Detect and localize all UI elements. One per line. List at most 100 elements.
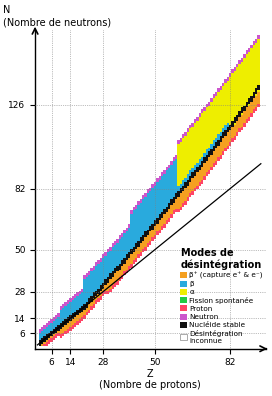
Bar (206, 157, 208, 159)
Bar (189, 128, 191, 130)
Bar (208, 161, 210, 163)
Bar (182, 163, 184, 165)
Bar (217, 94, 220, 96)
Bar (140, 212, 142, 214)
Bar (140, 214, 142, 216)
Bar (184, 193, 187, 195)
Bar (215, 132, 217, 134)
Bar (175, 157, 177, 159)
Bar (246, 58, 248, 60)
Bar (187, 188, 189, 189)
Bar (123, 268, 126, 270)
Bar (163, 176, 166, 178)
Bar (60, 315, 62, 317)
Bar (126, 254, 128, 256)
Bar (234, 96, 236, 98)
Bar (163, 207, 166, 209)
Bar (248, 113, 250, 115)
Bar (149, 239, 152, 241)
Bar (189, 142, 191, 144)
Bar (187, 197, 189, 199)
Bar (83, 312, 86, 314)
Bar (97, 294, 100, 296)
Bar (161, 226, 163, 228)
Bar (248, 62, 250, 64)
Bar (187, 157, 189, 159)
Bar (112, 279, 114, 281)
Bar (128, 228, 130, 230)
Bar (257, 46, 260, 48)
Bar (177, 207, 180, 209)
Bar (149, 212, 152, 214)
Bar (199, 170, 201, 172)
Bar (217, 102, 220, 104)
Bar (255, 39, 257, 41)
Bar (222, 83, 224, 85)
Bar (236, 104, 239, 106)
Bar (196, 153, 199, 155)
Bar (137, 203, 140, 205)
Bar (213, 144, 215, 146)
Bar (187, 191, 189, 193)
Bar (144, 220, 147, 222)
Bar (250, 94, 253, 96)
Bar (62, 314, 64, 315)
Bar (72, 327, 74, 329)
Bar (210, 165, 213, 167)
Bar (90, 283, 93, 285)
Bar (166, 178, 168, 180)
Bar (88, 312, 90, 314)
Bar (191, 142, 194, 144)
Bar (100, 296, 102, 298)
Bar (239, 102, 241, 104)
Bar (159, 231, 161, 233)
Bar (253, 86, 255, 88)
Bar (257, 73, 260, 75)
Bar (191, 147, 194, 149)
Bar (128, 239, 130, 241)
Bar (187, 180, 189, 182)
Bar (241, 106, 243, 107)
Bar (147, 210, 149, 212)
Bar (180, 170, 182, 172)
Bar (215, 144, 217, 146)
Bar (187, 134, 189, 136)
Bar (210, 134, 213, 136)
Bar (201, 182, 203, 184)
Bar (203, 155, 206, 157)
Bar (88, 281, 90, 283)
Bar (208, 102, 210, 104)
Bar (203, 149, 206, 151)
Bar (203, 165, 206, 167)
Bar (257, 85, 260, 86)
Bar (241, 100, 243, 102)
Bar (152, 189, 154, 191)
Bar (243, 71, 246, 73)
Bar (90, 285, 93, 287)
Bar (241, 90, 243, 92)
Bar (206, 107, 208, 109)
Bar (187, 165, 189, 167)
Bar (121, 268, 123, 270)
Bar (201, 140, 203, 142)
Bar (243, 58, 246, 60)
Bar (241, 117, 243, 119)
Bar (213, 109, 215, 111)
Bar (194, 130, 196, 132)
Bar (229, 79, 231, 81)
Bar (189, 147, 191, 149)
Bar (187, 151, 189, 153)
Bar (159, 214, 161, 216)
Bar (194, 159, 196, 161)
Bar (95, 291, 97, 293)
Bar (137, 212, 140, 214)
Bar (86, 312, 88, 314)
Bar (243, 115, 246, 117)
Bar (182, 134, 184, 136)
Bar (81, 291, 83, 293)
Bar (147, 222, 149, 224)
Bar (175, 209, 177, 210)
Bar (152, 186, 154, 188)
Bar (100, 293, 102, 294)
Bar (88, 294, 90, 296)
